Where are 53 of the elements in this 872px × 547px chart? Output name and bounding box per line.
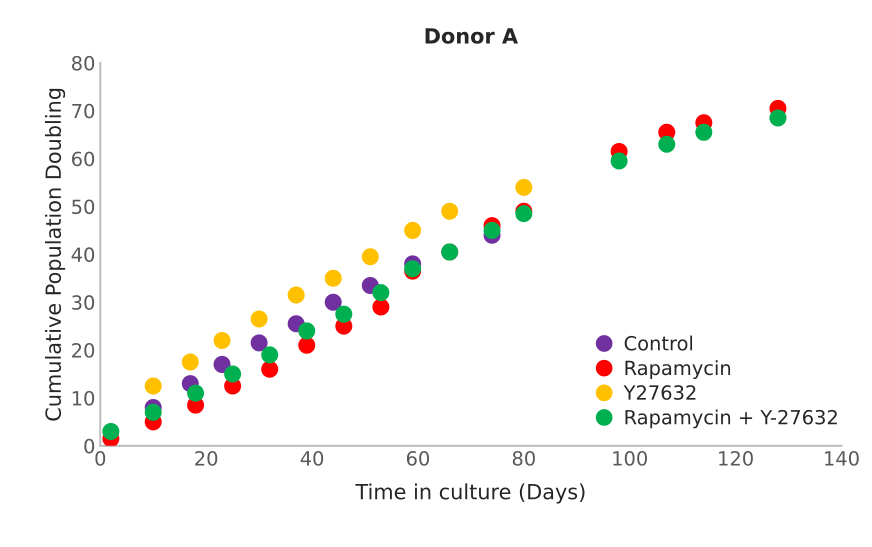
point [372,284,390,302]
x-axis-title: Time in culture (Days) [355,483,584,504]
point [695,124,712,141]
point [362,248,379,266]
point [261,360,278,378]
point [214,332,231,350]
x-tick-label: 100 [613,451,647,466]
y-tick-label: 80 [72,56,94,71]
legend-label: Control [624,336,692,351]
x-tick-label: 0 [95,451,106,466]
x-tick-label: 60 [406,451,430,466]
legend-label: Rapamycin + Y-27632 [626,409,837,428]
x-tick-label: 40 [300,451,324,466]
point [324,294,342,311]
point [298,336,316,354]
x-tick-label: 140 [825,451,859,466]
x-tick-label: 120 [719,451,753,466]
point [372,298,390,316]
point [144,404,162,421]
point [144,377,162,394]
point [250,334,268,352]
point [404,222,422,239]
y-tick-label: 50 [72,199,94,214]
point [187,384,204,402]
point [182,354,199,371]
legend-label: Y27632 [624,385,696,400]
x-tick-label: 80 [512,451,535,466]
y-tick-label: 30 [72,295,94,310]
point [769,109,786,126]
legend-label: Rapamycin [626,360,730,379]
point [515,178,532,196]
point [658,136,676,153]
y-tick-label: 40 [72,247,94,262]
y-axis-title: Cumulative Population Doubling [44,88,66,421]
point [324,270,342,287]
chart-title: Donor A [426,28,518,44]
point [102,422,120,440]
point [250,310,268,328]
point [335,306,352,323]
point [298,322,316,340]
point [288,286,305,304]
point [610,152,628,170]
point [441,202,458,220]
point [484,222,501,239]
y-tick-label: 70 [72,104,94,118]
y-tick-label: 10 [72,390,94,406]
y-tick-label: 20 [72,343,94,358]
point [214,356,231,373]
y-tick-label: 60 [72,152,94,166]
point [224,366,242,383]
y-tick-label: 0 [84,438,94,454]
point [261,346,278,364]
x-tick-label: 20 [195,451,218,466]
